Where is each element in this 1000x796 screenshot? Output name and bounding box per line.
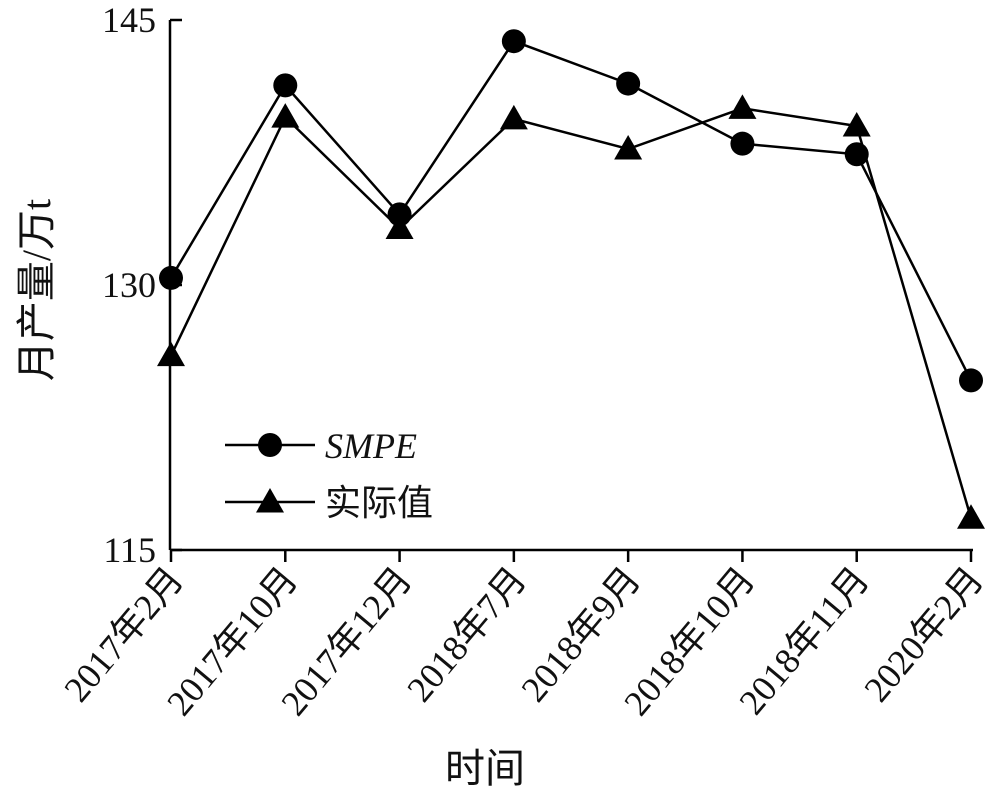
data-point [271,103,300,128]
data-point [842,112,871,137]
legend-label: SMPE [325,426,417,466]
data-point [957,504,985,529]
data-point [614,134,643,160]
legend-marker [258,433,282,457]
data-point [730,131,755,156]
data-point [159,265,183,290]
data-point [157,341,185,367]
y-tick-label: 145 [102,0,156,40]
data-point [499,104,528,130]
y-tick-label: 130 [102,265,156,305]
axes: 1151301452017年2月2017年10月2017年12月2018年7月2… [56,0,991,723]
data-point [616,71,641,96]
series-layer [157,29,985,529]
series-smpe [159,29,983,393]
series-line [169,107,973,519]
data-point [273,73,298,98]
x-axis-title: 时间 [445,746,525,791]
x-tick-label: 2020年2月 [856,559,991,709]
y-axis-title: 月产量/万t [14,199,59,381]
y-tick-label: 115 [103,530,156,570]
data-point [385,214,414,239]
x-tick-label: 2018年7月 [399,559,534,709]
legend-item: 实际值 [225,483,433,523]
legend-label: 实际值 [325,483,433,523]
data-point [959,368,983,393]
data-point [387,202,412,227]
data-point [501,29,526,54]
legend-marker [256,488,284,513]
legend: SMPE 实际值 [225,426,433,523]
legend-item: SMPE [225,426,417,466]
series-actual [157,94,985,529]
series-line [169,39,973,381]
data-point [728,94,757,119]
